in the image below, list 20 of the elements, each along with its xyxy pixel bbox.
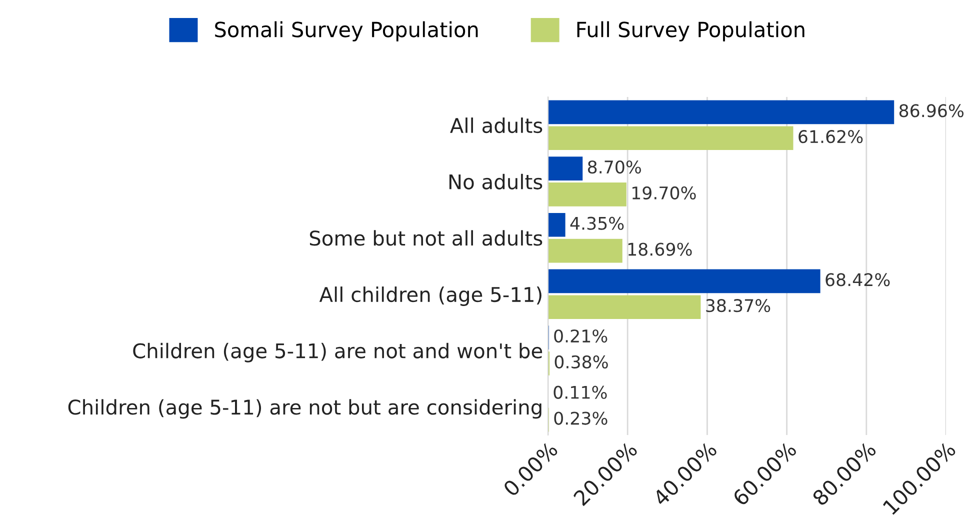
data-label: 0.11% [554,386,607,399]
y-tick-label: All adults [450,118,542,134]
y-tick-label: Children (age 5-11) are not but are considering [68,399,542,419]
data-label: 19.70% [632,186,696,200]
y-tick-label: All children (age 5-11) [319,286,542,306]
data-label: 0.21% [554,329,608,343]
data-label: 61.62% [798,130,863,144]
y-tick-label: No adults [449,174,542,190]
data-label: 0.38% [554,355,608,368]
data-label: 68.42% [826,273,890,286]
data-label: 86.96% [899,104,964,118]
data-label: 8.70% [588,160,641,174]
data-label: 0.23% [554,412,608,425]
legend-label: Somali Survey Population [215,21,478,42]
y-tick-label: Children (age 5-11) are not and won't be [133,342,542,362]
data-label: 4.35% [570,216,624,230]
legend-label: Full Survey Population [577,21,804,42]
data-label: 38.37% [706,299,770,312]
y-tick-label: Some but not all adults [310,230,542,246]
data-label: 18.69% [628,242,692,256]
